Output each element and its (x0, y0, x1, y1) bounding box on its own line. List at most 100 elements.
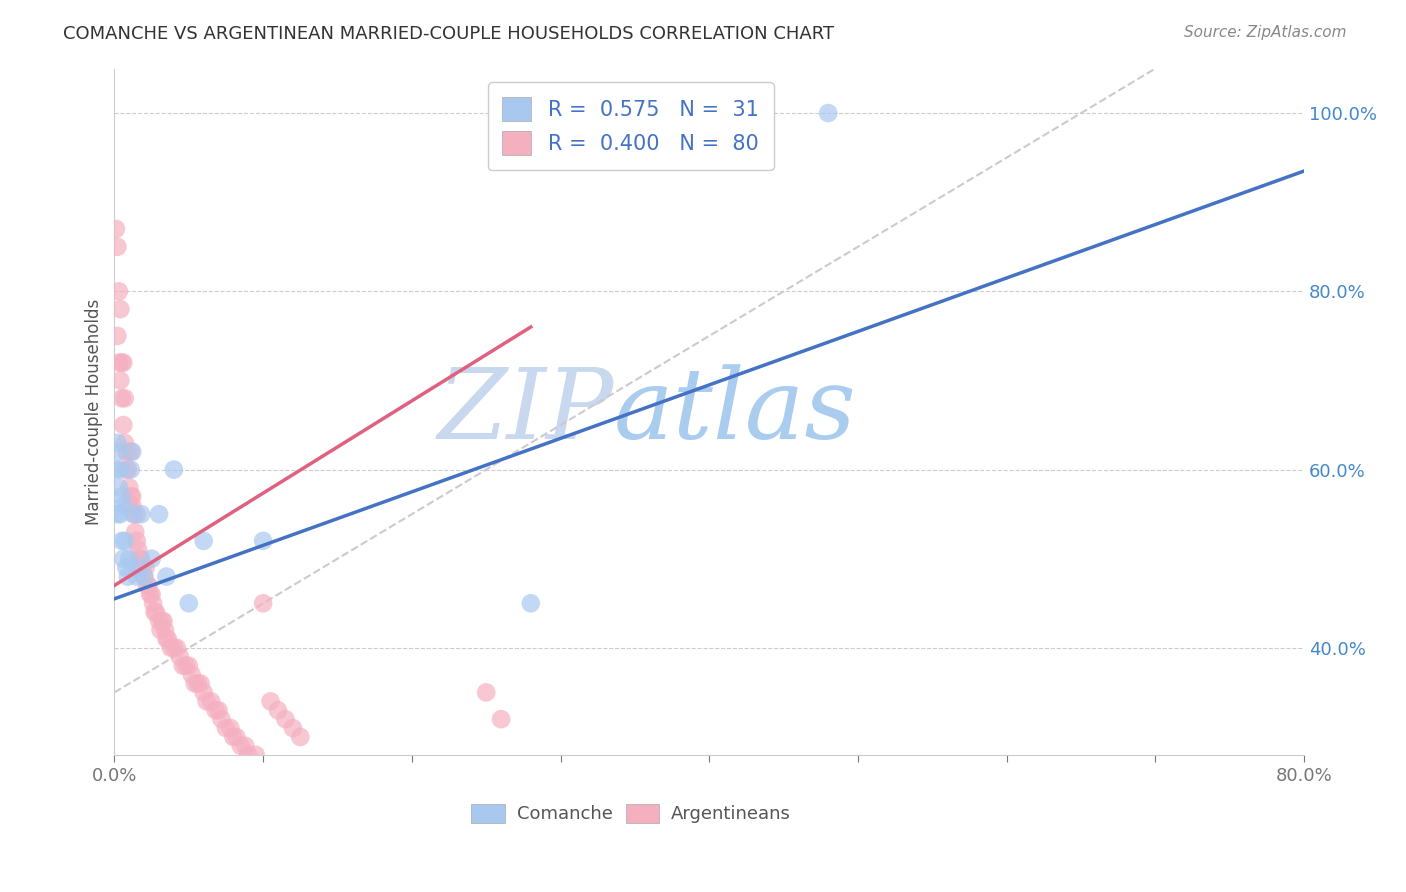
Point (114, 533, 136, 548)
Point (121, 489, 143, 503)
Point (145, 605, 167, 619)
Point (156, 632, 179, 646)
Point (136, 578, 159, 592)
Point (127, 542, 149, 557)
Point (112, 498, 135, 512)
Point (105, 329, 128, 343)
Point (104, 222, 127, 236)
Point (124, 524, 146, 539)
Point (122, 507, 145, 521)
Point (112, 551, 135, 566)
Point (105, 240, 128, 254)
Point (118, 498, 141, 512)
Point (163, 462, 186, 476)
Point (207, 703, 229, 717)
Point (128, 551, 150, 566)
Point (152, 614, 174, 628)
Point (290, 730, 312, 744)
Point (105, 507, 128, 521)
Point (475, 685, 498, 699)
Point (134, 569, 156, 583)
Point (121, 444, 143, 458)
Bar (471, 805, 505, 823)
Point (108, 444, 131, 458)
Point (281, 721, 304, 735)
Point (252, 533, 274, 548)
Point (115, 560, 138, 574)
Point (172, 658, 194, 673)
Text: ZIP: ZIP (437, 364, 614, 459)
Point (118, 551, 141, 566)
Point (225, 730, 247, 744)
Point (163, 640, 186, 655)
Point (111, 533, 134, 548)
Point (117, 462, 139, 476)
Point (112, 356, 135, 370)
Point (108, 356, 131, 370)
Point (155, 632, 177, 646)
Point (193, 685, 215, 699)
Point (111, 489, 134, 503)
Point (110, 462, 132, 476)
Point (143, 605, 166, 619)
Point (252, 596, 274, 610)
Point (141, 551, 163, 566)
Point (169, 649, 191, 664)
Point (174, 658, 197, 673)
Point (112, 417, 135, 432)
Text: Argentineans: Argentineans (671, 805, 792, 822)
Point (150, 614, 173, 628)
Point (129, 551, 152, 566)
Point (148, 507, 170, 521)
Point (117, 444, 139, 458)
Legend: R =  0.575   N =  31, R =  0.400   N =  80: R = 0.575 N = 31, R = 0.400 N = 80 (488, 82, 773, 170)
Point (233, 739, 256, 753)
Point (134, 569, 156, 583)
Point (229, 739, 252, 753)
Point (141, 587, 163, 601)
Point (149, 623, 172, 637)
Bar (626, 805, 659, 823)
Point (115, 462, 138, 476)
Point (125, 533, 148, 548)
Point (211, 712, 233, 726)
Point (267, 703, 290, 717)
Point (110, 374, 132, 388)
Point (118, 480, 141, 494)
Point (177, 658, 200, 673)
Point (120, 444, 142, 458)
Point (139, 587, 162, 601)
Point (122, 507, 145, 521)
Point (110, 507, 132, 521)
Point (148, 614, 170, 628)
Point (177, 596, 200, 610)
Point (127, 560, 149, 574)
Point (115, 444, 138, 458)
Point (195, 694, 218, 708)
Point (104, 462, 127, 476)
Point (817, 106, 839, 120)
Text: Comanche: Comanche (516, 805, 613, 822)
Point (183, 676, 205, 690)
Point (489, 712, 512, 726)
Point (142, 596, 165, 610)
Point (120, 462, 142, 476)
Point (215, 721, 238, 735)
Point (520, 596, 543, 610)
Point (153, 623, 176, 637)
Text: Source: ZipAtlas.com: Source: ZipAtlas.com (1184, 25, 1347, 40)
Text: COMANCHE VS ARGENTINEAN MARRIED-COUPLE HOUSEHOLDS CORRELATION CHART: COMANCHE VS ARGENTINEAN MARRIED-COUPLE H… (63, 25, 834, 43)
Point (125, 507, 148, 521)
Point (204, 703, 226, 717)
Point (125, 569, 148, 583)
Point (187, 676, 209, 690)
Point (166, 640, 188, 655)
Point (200, 694, 222, 708)
Point (108, 285, 131, 299)
Point (219, 721, 242, 735)
Point (160, 640, 183, 655)
Point (131, 560, 153, 574)
Y-axis label: Married-couple Households: Married-couple Households (86, 299, 103, 524)
Point (180, 667, 202, 681)
Point (114, 392, 136, 406)
